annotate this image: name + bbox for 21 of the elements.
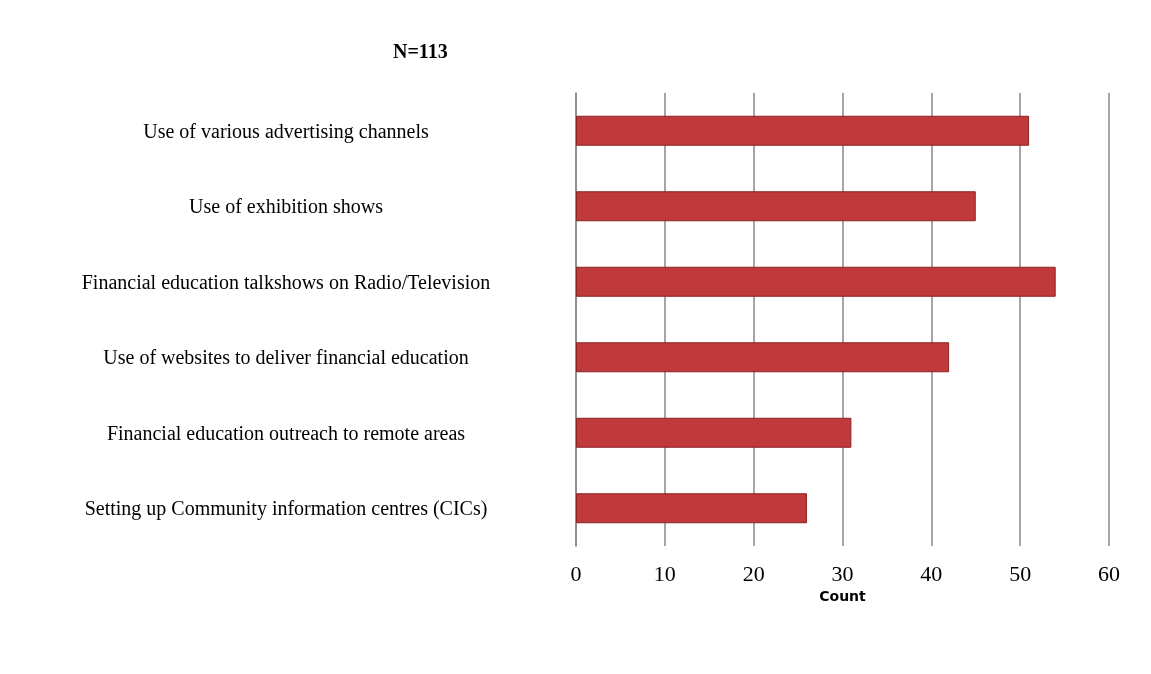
- x-tick-label: 0: [570, 560, 582, 586]
- x-tick-label: 40: [920, 560, 943, 586]
- y-tick-label: Use of websites to deliver financial education: [103, 346, 469, 369]
- x-axis-title: Count: [819, 587, 867, 604]
- bar: [576, 342, 950, 373]
- x-tick-label: 30: [831, 560, 854, 586]
- y-tick-label: Financial education talkshows on Radio/Television: [81, 270, 491, 293]
- bar: [576, 493, 807, 524]
- x-tick-label: 10: [653, 560, 676, 586]
- bar: [576, 115, 1030, 146]
- y-tick-label: Setting up Community information centres (CICs): [84, 497, 488, 521]
- x-tick-label: 60: [1098, 560, 1120, 586]
- y-tick-label: Use of various advertising channels: [143, 119, 429, 143]
- y-tick-label: Use of exhibition shows: [189, 195, 384, 218]
- bar: [576, 417, 852, 448]
- y-tick-label: Financial education outreach to remote areas: [106, 421, 466, 444]
- bar: [576, 266, 1056, 297]
- x-tick-label: 50: [1009, 560, 1032, 586]
- chart-title: N=113: [393, 40, 448, 62]
- bar: [576, 191, 976, 222]
- x-tick-label: 20: [742, 560, 765, 586]
